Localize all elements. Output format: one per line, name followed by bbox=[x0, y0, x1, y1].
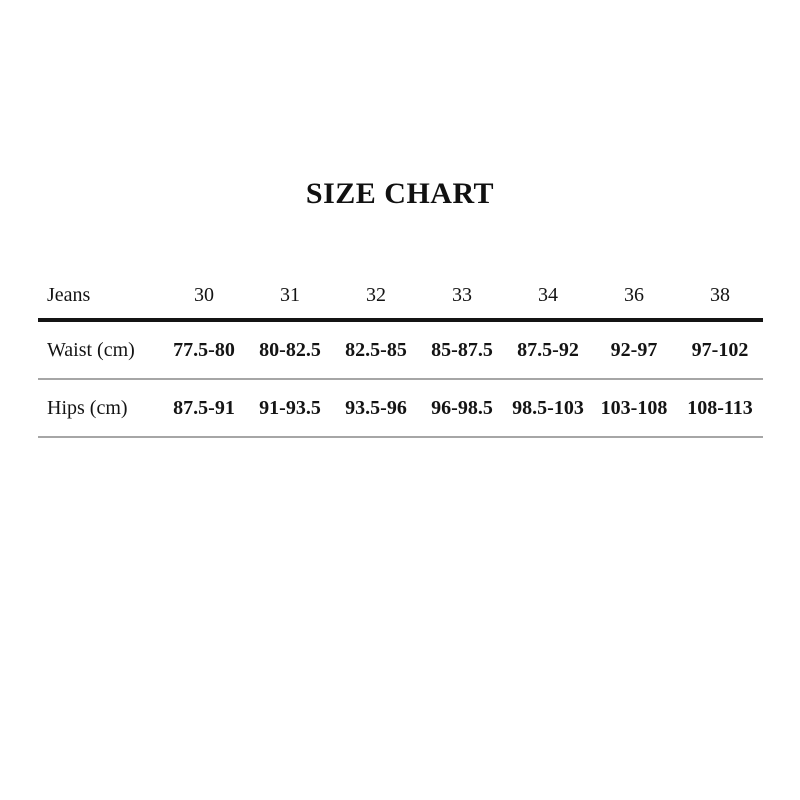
size-column-header-32: 32 bbox=[333, 272, 419, 322]
row-label-hips: Hips (cm) bbox=[38, 379, 161, 438]
hips-value: 96-98.5 bbox=[419, 379, 505, 438]
hips-value: 103-108 bbox=[591, 379, 677, 438]
table-row-hips: Hips (cm) 87.5-91 91-93.5 93.5-96 96-98.… bbox=[38, 379, 763, 438]
hips-value: 93.5-96 bbox=[333, 379, 419, 438]
size-column-header-33: 33 bbox=[419, 272, 505, 322]
waist-value: 97-102 bbox=[677, 320, 763, 380]
hips-value: 91-93.5 bbox=[247, 379, 333, 438]
size-chart-table: Jeans 30 31 32 33 34 36 38 Waist (cm) 77… bbox=[38, 272, 763, 438]
page-title: SIZE CHART bbox=[305, 177, 495, 211]
waist-value: 82.5-85 bbox=[333, 320, 419, 380]
waist-value: 92-97 bbox=[591, 320, 677, 380]
waist-value: 77.5-80 bbox=[161, 320, 247, 380]
waist-value: 87.5-92 bbox=[505, 320, 591, 380]
hips-value: 98.5-103 bbox=[505, 379, 591, 438]
table-header-row: Jeans 30 31 32 33 34 36 38 bbox=[38, 272, 763, 322]
hips-value: 108-113 bbox=[677, 379, 763, 438]
row-label-waist: Waist (cm) bbox=[38, 320, 161, 380]
size-column-header-38: 38 bbox=[677, 272, 763, 322]
size-column-header-30: 30 bbox=[161, 272, 247, 322]
hips-value: 87.5-91 bbox=[161, 379, 247, 438]
table-row-waist: Waist (cm) 77.5-80 80-82.5 82.5-85 85-87… bbox=[38, 320, 763, 380]
waist-value: 80-82.5 bbox=[247, 320, 333, 380]
size-column-header-36: 36 bbox=[591, 272, 677, 322]
size-column-header-31: 31 bbox=[247, 272, 333, 322]
header-label-jeans: Jeans bbox=[38, 272, 161, 322]
size-column-header-34: 34 bbox=[505, 272, 591, 322]
waist-value: 85-87.5 bbox=[419, 320, 505, 380]
